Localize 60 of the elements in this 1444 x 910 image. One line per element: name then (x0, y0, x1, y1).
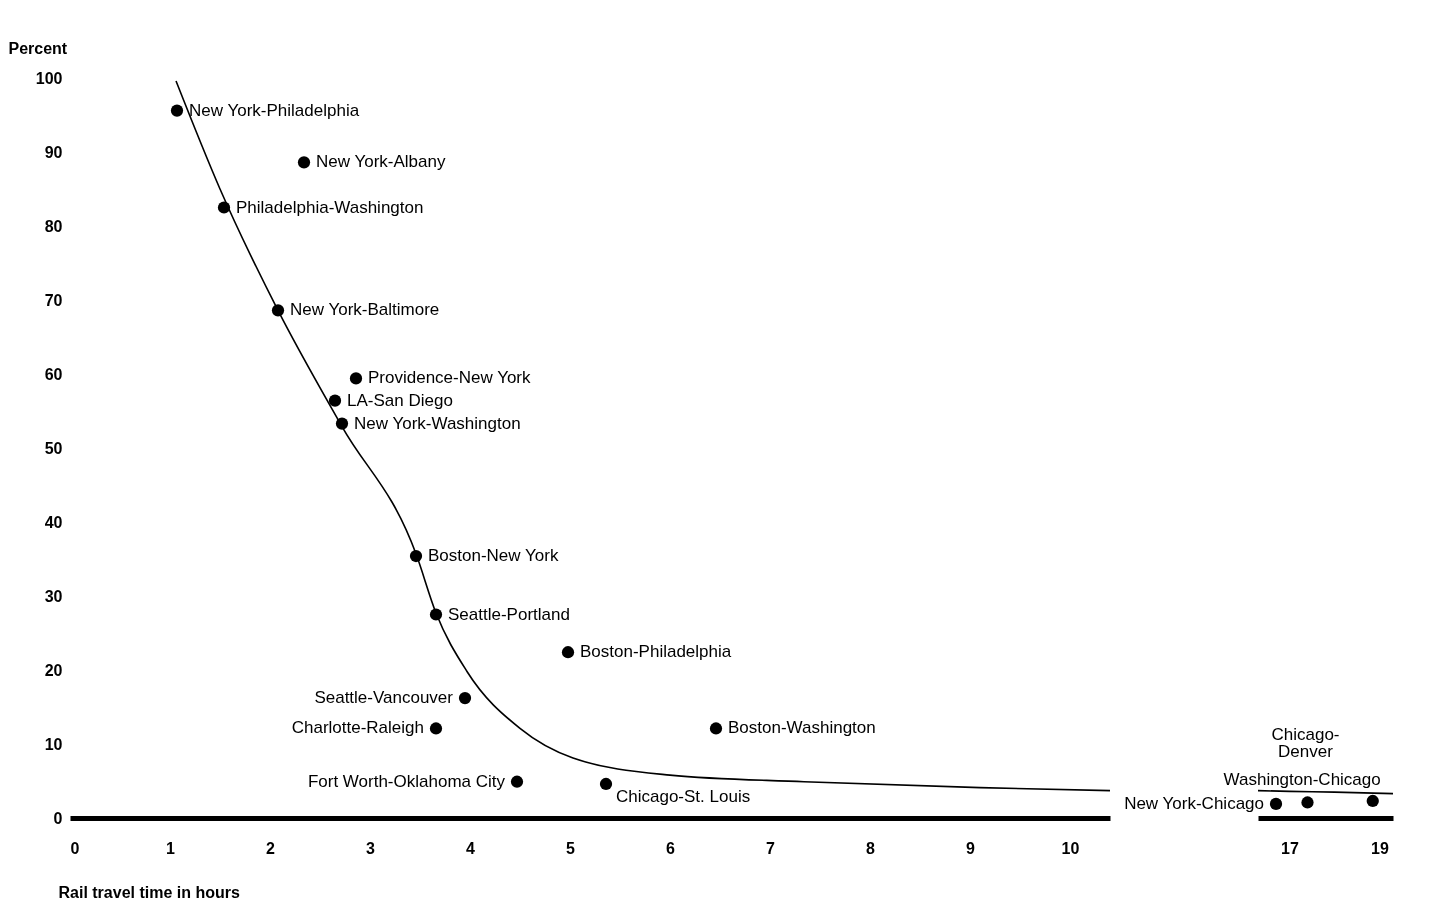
point (328, 394, 342, 407)
y-tick-label: 70 (44, 291, 63, 309)
x-tick-label: 19 (1371, 839, 1389, 857)
line-series (175, 80, 1111, 792)
annotation: Seattle-Portland (448, 604, 570, 624)
point (349, 372, 363, 385)
x-tick-label: 8 (866, 839, 876, 857)
point (297, 156, 311, 169)
y-tick-label: 90 (44, 143, 63, 161)
y-axis-title: Percent (8, 39, 68, 57)
y-tick-label: 50 (44, 439, 63, 457)
x-tick-label: 2 (266, 839, 276, 857)
x-tick-label: 1 (166, 839, 176, 857)
point (561, 646, 575, 659)
x-tick-label: 10 (1061, 839, 1080, 857)
x-tick-label: 7 (766, 839, 776, 857)
point (170, 104, 184, 117)
y-tick-label: 20 (44, 661, 63, 679)
annotation: Chicago-Denver (1271, 725, 1340, 762)
y-tick-label: 80 (44, 217, 63, 235)
annotation: New York-Albany (316, 152, 446, 172)
annotation: Boston-New York (428, 546, 559, 566)
annotation: Washington-Chicago (1223, 769, 1381, 789)
annotation: Boston-Washington (728, 718, 876, 738)
point (709, 722, 723, 735)
point (599, 777, 613, 791)
annotation: New York-Washington (354, 413, 521, 433)
annotation: Seattle-Vancouver (314, 688, 454, 708)
y-tick-label: 0 (53, 809, 63, 827)
annotation: Providence-New York (368, 368, 532, 388)
point (409, 549, 423, 563)
x-tick-label: 9 (966, 839, 976, 857)
annotation: New York-Baltimore (290, 300, 440, 320)
x-tick-label: 3 (366, 839, 376, 857)
x-tick-label: 4 (466, 839, 476, 857)
annotation: Chicago-St. Louis (616, 786, 751, 806)
point (271, 304, 285, 317)
y-tick-label: 10 (44, 735, 63, 753)
y-tick-label: 30 (44, 587, 63, 605)
point (335, 417, 349, 430)
annotation: Philadelphia-Washington (236, 197, 424, 217)
annotation: New York-Chicago (1124, 793, 1264, 813)
y-tick-label: 60 (44, 365, 63, 383)
annotation: New York-Philadelphia (189, 100, 360, 120)
x-tick-label: 5 (566, 839, 576, 857)
annotation: Fort Worth-Oklahoma City (307, 771, 506, 791)
annotation: Boston-Philadelphia (580, 642, 732, 662)
point (429, 722, 443, 735)
point (217, 201, 231, 214)
point (510, 775, 524, 788)
x-tick-label: 17 (1281, 839, 1299, 857)
y-tick-label: 40 (44, 513, 63, 531)
x-axis-title: Rail travel time in hours (58, 883, 240, 901)
point (429, 608, 443, 621)
annotation: Charlotte-Raleigh (291, 718, 424, 738)
annotation: LA-San Diego (347, 390, 453, 410)
y-tick-label: 100 (35, 69, 63, 87)
x-tick-label: 6 (666, 839, 676, 857)
x-tick-label: 0 (70, 839, 80, 857)
point (458, 692, 472, 705)
